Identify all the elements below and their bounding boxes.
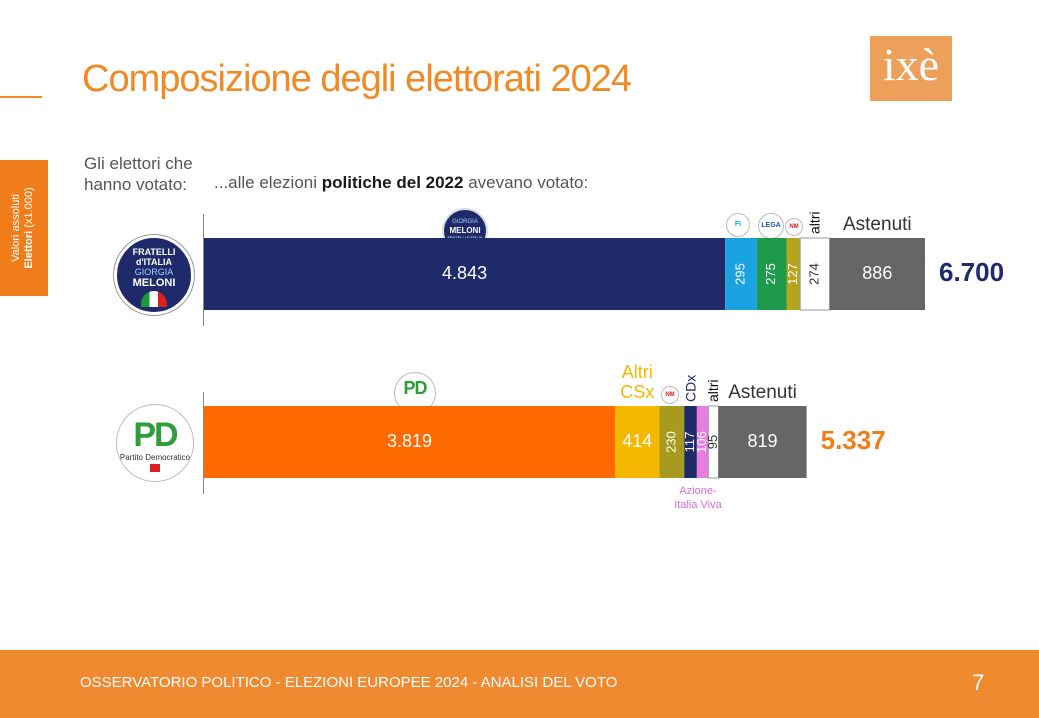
fdi-small-logo-l2: MELONI [449, 226, 481, 235]
bar-segment-1-4 [696, 406, 709, 478]
left-note: Gli elettori che hanno votato: [84, 153, 193, 195]
fdi-small-logo-l3: FRATELLI D'ITALIA [447, 235, 483, 240]
side-tab: Valori assoluti Elettori (x1.000) [0, 160, 48, 296]
bar-value-label-1-6: 819 [748, 431, 778, 451]
bar-value-label-1-5: 95 [705, 435, 720, 449]
series-name-0-4: altri [807, 211, 823, 234]
fdi-logo-l2: d'ITALIA [136, 257, 172, 267]
azione-annotation-line1: Azione- [679, 485, 717, 497]
bar-value-label-0-2: 275 [763, 263, 778, 285]
lega-logo: LEGA [758, 213, 784, 239]
bar-value-label-0-0: 4.843 [442, 263, 487, 283]
bar-segment-1-6 [718, 406, 807, 478]
left-note-line2: hanno votato: [84, 175, 188, 194]
bar-total-1: 5.337 [821, 425, 886, 455]
title-rule [0, 96, 42, 98]
top-note-after: avevano votato: [463, 173, 589, 192]
bar-value-label-0-3: 127 [785, 263, 800, 285]
bar-total-0: 6.700 [939, 257, 1004, 287]
series-name-1-5: altri [705, 379, 721, 402]
pd-small-logo-mark: PD [403, 378, 427, 398]
fdi-logo-l1: FRATELLI [132, 247, 176, 257]
pd-logo-caption: Partito Democratico [119, 453, 191, 462]
series-name-1-1-0: Altri [622, 362, 653, 382]
stacked-bar-chart: 4.843 295 275 127 274 altri 886 Astenuti 6.700 3.… [203, 211, 1004, 494]
fdi-logo-l3: GIORGIA [134, 267, 174, 277]
footer-text: OSSERVATORIO POLITICO - ELEZIONI EUROPEE… [80, 674, 618, 691]
fi-logo: FI [726, 213, 750, 237]
top-note: ...alle elezioni politiche del 2022 avev… [214, 172, 588, 193]
page-title: Composizione degli elettorati 2024 [82, 58, 632, 100]
azione-annotation: Azione- Italia Viva [668, 484, 728, 512]
bar-segment-1-0 [204, 406, 615, 478]
nm-logo-pd: NM [661, 386, 679, 404]
pd-logo: PD Partito Democratico [116, 404, 194, 482]
bar-segment-0-2 [756, 238, 787, 310]
azione-annotation-line2: Italia Viva [674, 499, 722, 511]
fdi-logo: FRATELLI d'ITALIA GIORGIA MELONI [114, 235, 194, 315]
ixe-logo: ixè [870, 36, 952, 101]
left-note-line1: Gli elettori che [84, 154, 193, 173]
bar-value-label-1-0: 3.819 [387, 431, 432, 451]
bar-value-label-0-1: 295 [732, 263, 747, 285]
bar-segment-0-3 [786, 238, 801, 310]
series-name-0-5: Astenuti [843, 214, 912, 235]
bar-value-label-0-5: 886 [862, 263, 892, 283]
bar-value-label-0-4: 274 [806, 263, 821, 285]
fdi-flame-icon [141, 291, 167, 307]
top-note-before: ...alle elezioni [214, 173, 322, 192]
bar-segment-0-5 [829, 238, 925, 310]
bar-segment-1-1 [614, 406, 660, 478]
bar-value-label-1-4: 106 [694, 431, 709, 453]
series-name-1-3: CDx [682, 375, 698, 402]
bar-segment-1-3 [684, 406, 697, 478]
ixe-logo-text: ixè [882, 39, 940, 90]
series-name-1-1-1: CSx [620, 382, 654, 402]
pd-logo-mark: PD [133, 416, 178, 454]
footer: OSSERVATORIO POLITICO - ELEZIONI EUROPEE… [0, 650, 1039, 718]
bars-group: 4.843 295 275 127 274 altri 886 Astenuti 6.700 3.… [204, 211, 1004, 479]
nm-logo: NM [785, 218, 803, 236]
bar-value-label-1-1: 414 [622, 431, 652, 451]
bar-value-label-1-3: 117 [682, 432, 697, 453]
top-note-bold: politiche del 2022 [321, 173, 464, 192]
pse-icon [150, 464, 160, 472]
fdi-logo-l4: MELONI [132, 277, 176, 289]
bar-value-label-1-2: 230 [663, 431, 678, 453]
bar-segment-0-1 [725, 238, 757, 310]
series-name-1-6: Astenuti [728, 382, 797, 403]
bar-segment-0-0 [204, 238, 726, 310]
page-number: 7 [972, 670, 985, 695]
fdi-small-logo-l1: GIORGIA [452, 219, 478, 225]
bar-segment-1-2 [659, 406, 685, 478]
